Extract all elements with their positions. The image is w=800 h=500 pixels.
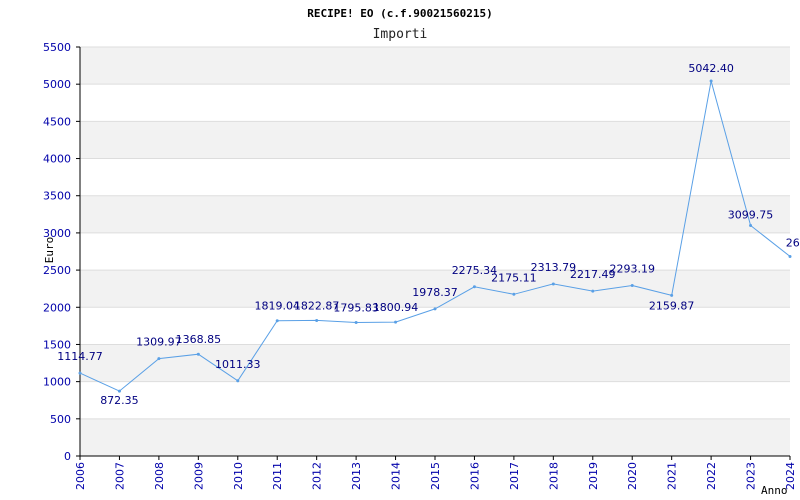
data-label: 5042.40	[688, 62, 734, 75]
grid-band	[80, 270, 790, 308]
x-tick-label: 2022	[705, 462, 718, 490]
data-point	[788, 254, 792, 258]
x-tick-label: 2017	[508, 462, 521, 490]
data-point	[196, 352, 200, 356]
x-tick-label: 2018	[547, 462, 560, 490]
grid-band	[80, 121, 790, 159]
data-point	[630, 283, 634, 287]
x-tick-label: 2013	[350, 462, 363, 490]
data-point	[591, 289, 595, 293]
y-tick-label: 4500	[43, 115, 71, 128]
data-label: 2159.87	[649, 299, 695, 312]
data-point	[236, 379, 240, 383]
data-label: 1114.77	[57, 350, 103, 363]
gridlines	[80, 46, 790, 457]
x-axis-title: Anno	[761, 484, 788, 497]
y-tick-label: 3000	[43, 227, 71, 240]
y-tick-label: 4000	[43, 153, 71, 166]
axes	[79, 47, 790, 457]
data-point	[157, 357, 161, 361]
data-label: 2293.19	[609, 262, 655, 275]
x-tick-label: 2014	[390, 462, 403, 490]
data-point	[512, 292, 516, 296]
data-point	[749, 223, 753, 227]
data-point	[433, 307, 437, 311]
grid-bands	[80, 47, 790, 456]
series-layer	[78, 79, 792, 393]
x-tick-label: 2009	[192, 462, 205, 490]
data-label: 1795.83	[333, 301, 379, 314]
grid-band	[80, 47, 790, 85]
grid-band	[80, 195, 790, 233]
data-label: 2313.79	[531, 261, 577, 274]
x-tick-label: 2020	[626, 462, 639, 490]
x-tick-label: 2019	[587, 462, 600, 490]
data-label: 2275.34	[452, 264, 498, 277]
data-point	[551, 282, 555, 286]
chart-subtitle: Importi	[373, 27, 428, 42]
x-tick-label: 2023	[745, 462, 758, 490]
y-tick-label: 5500	[43, 41, 71, 54]
y-tick-label: 2000	[43, 301, 71, 314]
x-tick-label: 2006	[74, 462, 87, 490]
y-tick-label: 2500	[43, 264, 71, 277]
y-tick-label: 1000	[43, 376, 71, 389]
data-point	[670, 293, 674, 297]
data-label: 1822.87	[294, 299, 340, 312]
x-tick-label: 2016	[468, 462, 481, 490]
y-tick-label: 5000	[43, 78, 71, 91]
data-label: 1011.33	[215, 358, 261, 371]
data-point	[472, 285, 476, 289]
y-tick-label: 3500	[43, 190, 71, 203]
x-tick-label: 2021	[666, 462, 679, 490]
data-label: 1309.97	[136, 336, 182, 349]
x-axis-ticks: 2006 2007 2008 2009 2010 2011 2012 2013 2014 2015…	[74, 456, 797, 490]
x-tick-label: 2008	[153, 462, 166, 490]
data-point	[78, 371, 82, 375]
x-tick-label: 2011	[271, 462, 284, 490]
data-label: 2175.11	[491, 271, 537, 284]
data-point	[709, 79, 713, 83]
data-point	[117, 389, 121, 393]
x-tick-label: 2012	[311, 462, 324, 490]
y-axis-title: Euro	[43, 237, 56, 264]
grid-band	[80, 418, 790, 456]
data-point	[354, 320, 358, 324]
x-tick-label: 2010	[232, 462, 245, 490]
y-tick-label: 1500	[43, 338, 71, 351]
x-tick-label: 2015	[429, 462, 442, 490]
data-label: 1819.04	[254, 300, 300, 313]
data-point	[394, 320, 398, 324]
x-tick-label: 2024	[784, 462, 797, 490]
grid-band	[80, 344, 790, 382]
data-label: 1800.94	[373, 301, 419, 314]
data-label: 2217.49	[570, 268, 616, 281]
y-tick-label: 500	[50, 413, 71, 426]
x-tick-label: 2007	[113, 462, 126, 490]
data-point	[315, 318, 319, 322]
data-label: 2683.6	[786, 236, 800, 249]
data-point	[275, 319, 279, 323]
y-tick-label: 0	[64, 450, 71, 463]
data-label: 872.35	[100, 394, 139, 407]
y-axis-ticks: 0 500 1000 1500 2000 2500 3000 3500 4000 4500 5000…	[43, 41, 80, 463]
data-label: 1978.37	[412, 286, 458, 299]
data-label: 3099.75	[728, 208, 774, 221]
data-label: 1368.85	[176, 333, 222, 346]
chart-title: RECIPE! EO (c.f.90021560215)	[307, 7, 492, 20]
